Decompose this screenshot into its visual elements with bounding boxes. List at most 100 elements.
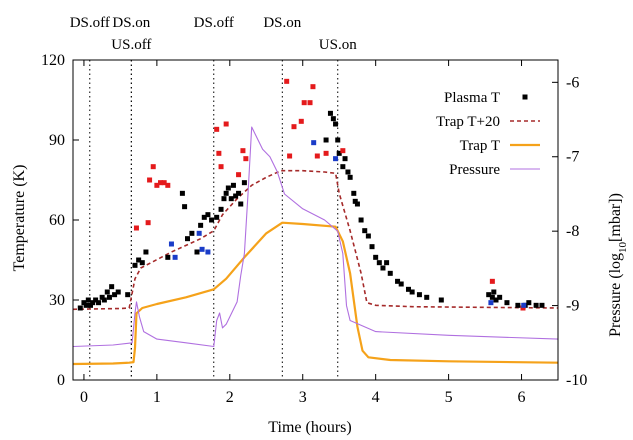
data-point-plasma-t [348, 175, 353, 180]
data-point-plasma-t [355, 202, 360, 207]
data-point-plasma-t-red [147, 178, 152, 183]
data-point-plasma-t [96, 300, 101, 305]
data-point-plasma-t [340, 164, 345, 169]
data-point-plasma-t-red [340, 148, 345, 153]
y-right-tick-label: -8 [566, 223, 579, 240]
data-point-plasma-t-blue [197, 231, 202, 236]
legend-marker [523, 95, 528, 100]
y-right-tick-label: -9 [566, 298, 579, 315]
data-point-plasma-t-blue [488, 300, 493, 305]
y-axis-left-label: Temperature (K) [11, 165, 28, 272]
x-tick-label: 6 [518, 389, 526, 406]
data-point-plasma-t [424, 295, 429, 300]
y-right-tick-label: -6 [566, 74, 579, 91]
y-left-tick-label: 0 [57, 372, 65, 389]
data-point-plasma-t-blue [169, 242, 174, 247]
data-point-plasma-t [180, 191, 185, 196]
y-left-tick-label: 30 [49, 292, 65, 309]
data-point-plasma-t [236, 191, 241, 196]
data-point-plasma-t [331, 116, 336, 121]
x-tick-label: 5 [445, 389, 453, 406]
event-label: DS.on [263, 15, 301, 31]
data-point-plasma-t [185, 236, 190, 241]
legend-label: Trap T+20 [436, 114, 500, 130]
data-point-plasma-t [116, 290, 121, 295]
data-point-plasma-t [370, 244, 375, 249]
data-point-plasma-t [224, 191, 229, 196]
x-tick-label: 4 [372, 389, 380, 406]
x-tick-label: 1 [153, 389, 161, 406]
legend: Plasma T Trap T+20 Trap T Pressure [436, 90, 540, 178]
event-label: DS.off [194, 15, 234, 31]
data-point-plasma-t-red [302, 100, 307, 105]
data-point-plasma-t [497, 295, 502, 300]
event-label: DS.on [112, 15, 150, 31]
data-point-plasma-t-red [134, 226, 139, 231]
data-point-plasma-t [165, 255, 170, 260]
data-point-plasma-t-red [315, 154, 320, 159]
legend-label: Trap T [460, 138, 500, 154]
data-point-plasma-t-red [287, 154, 292, 159]
data-point-plasma-t [182, 204, 187, 209]
data-point-plasma-t [417, 292, 422, 297]
data-point-plasma-t [238, 202, 243, 207]
data-point-plasma-t-blue [200, 247, 205, 252]
data-point-plasma-t [214, 215, 219, 220]
x-axis-label: Time (hours) [268, 419, 351, 436]
legend-label: Plasma T [444, 90, 500, 106]
data-point-plasma-t-red [216, 151, 221, 156]
data-point-plasma-t [143, 250, 148, 255]
data-point-plasma-t [229, 196, 234, 201]
data-point-plasma-t [335, 138, 340, 143]
y-left-tick-label: 60 [49, 212, 65, 229]
data-point-plasma-t [345, 170, 350, 175]
data-point-plasma-t-red [240, 148, 245, 153]
data-point-plasma-t-red [299, 119, 304, 124]
data-point-plasma-t-red [243, 156, 248, 161]
data-point-plasma-t [205, 212, 210, 217]
data-point-plasma-t [231, 183, 236, 188]
x-tick-label: 0 [80, 389, 88, 406]
data-point-plasma-t-red [284, 79, 289, 84]
plot-frame [73, 60, 558, 380]
data-point-plasma-t [125, 292, 130, 297]
data-point-plasma-t [534, 303, 539, 308]
data-point-plasma-t [343, 156, 348, 161]
y-axis-right-label: Pressure (log10[mbar]) [607, 193, 629, 337]
data-point-plasma-t-blue [521, 303, 526, 308]
data-point-plasma-t [388, 271, 393, 276]
x-tick-label: 3 [299, 389, 307, 406]
data-point-plasma-t [84, 303, 89, 308]
y-right-tick-label: -7 [566, 149, 579, 166]
data-point-plasma-t [377, 260, 382, 265]
series-line-pressure [73, 127, 558, 347]
data-point-plasma-t [194, 250, 199, 255]
data-point-plasma-t [102, 298, 107, 303]
data-point-plasma-t-red [310, 84, 315, 89]
data-point-plasma-t-red [291, 124, 296, 129]
data-point-plasma-t [221, 196, 226, 201]
x-tick-label: 2 [226, 389, 234, 406]
data-point-plasma-t-red [214, 127, 219, 132]
data-point-plasma-t [410, 290, 415, 295]
data-point-plasma-t [328, 111, 333, 116]
data-point-plasma-t [333, 122, 338, 127]
data-point-plasma-t [384, 260, 389, 265]
data-point-plasma-t [189, 231, 194, 236]
data-point-plasma-t [242, 180, 247, 185]
data-point-plasma-t [362, 228, 367, 233]
data-point-plasma-t-red [146, 220, 151, 225]
y-left-tick-label: 120 [41, 52, 65, 69]
data-point-plasma-t [439, 298, 444, 303]
data-point-plasma-t [86, 298, 91, 303]
plot-area [73, 60, 558, 380]
data-point-plasma-t [226, 186, 231, 191]
data-point-plasma-t-blue [311, 140, 316, 145]
data-point-plasma-t [515, 303, 520, 308]
data-point-plasma-t [324, 138, 329, 143]
data-point-plasma-t [105, 290, 110, 295]
data-point-plasma-t-blue [173, 255, 178, 260]
data-point-plasma-t [539, 303, 544, 308]
